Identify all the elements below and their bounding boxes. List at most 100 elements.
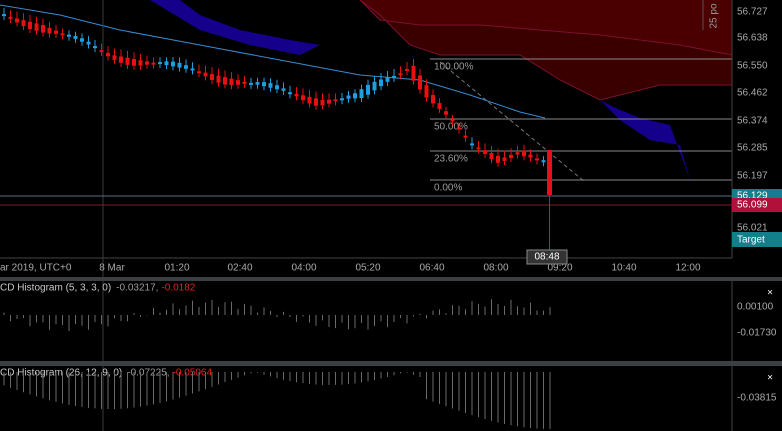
candle [392,75,396,78]
candle [28,21,32,29]
candle [372,81,377,91]
candle [223,77,227,85]
scale-label: 25 po [709,3,720,28]
candle [450,119,455,122]
candle [385,77,390,82]
candle [229,78,234,86]
candle [307,96,312,104]
fib-label: 0.00% [434,183,462,194]
panel-separator [0,361,782,366]
candle [177,62,182,68]
candle [398,73,403,76]
time-label: 8 Mar [99,263,125,274]
price-label: 56.197 [737,171,768,182]
price-label: 56.462 [737,88,768,99]
candle [528,154,533,158]
price-label: 56.021 [737,223,768,234]
indicator-name: CD Histogram (5, 3, 3, 0) [0,283,111,294]
candle [515,152,520,155]
bid-label: 56.129 [737,191,768,202]
candle [405,68,409,71]
candle [34,23,39,31]
candle [457,127,461,130]
fib-label: 50.00% [434,122,468,133]
candle [522,150,526,157]
candle [119,56,123,63]
time-label: ar 2019, UTC+0 [0,263,72,274]
cloud-blue [150,0,320,55]
time-label: 06:40 [419,263,444,274]
candle [496,155,500,163]
ask-label: 56.099 [737,200,768,211]
cloud-red [0,0,732,55]
candle [86,41,91,45]
candle [535,158,539,161]
close-button[interactable]: × [767,373,773,384]
target-badge [732,232,782,247]
axis-label: -0.03815 [737,393,777,404]
panel-separator [0,277,782,281]
candle [424,85,429,98]
candle [476,147,481,150]
moving-average [0,4,546,119]
candle [54,30,58,34]
candle [346,95,351,99]
candle [93,46,97,49]
axis-label: -0.01730 [737,328,777,339]
fib-trend [439,61,586,183]
candle [236,80,240,85]
candles [2,7,552,250]
candle [262,82,266,87]
candle [21,20,26,27]
candle [288,92,292,95]
candle [15,18,19,23]
candle [190,68,195,71]
candle [366,84,370,95]
candle [275,85,279,90]
candle [41,25,45,33]
candle [379,79,383,87]
candle [67,34,71,37]
candle [203,72,208,77]
fib-label: 23.60% [434,154,468,165]
candle [340,98,344,101]
candle [437,103,442,109]
candle [210,74,214,80]
candle [73,35,78,39]
price-label: 56.374 [737,116,768,127]
candle [541,160,546,163]
time-label: 09:20 [547,263,572,274]
candle [184,65,188,69]
time-label: 02:40 [227,263,252,274]
indicator-name: CD Histogram (26, 12, 9, 0) [0,368,122,379]
fib-label: 100.00% [434,62,474,73]
candle [2,14,6,17]
candle [333,99,338,102]
price-label: 56.550 [737,61,768,72]
candle [327,99,331,104]
close-button[interactable]: × [767,288,773,299]
fibonacci: 100.00% 50.00% 23.60% 0.00% [430,58,732,194]
candle [547,150,552,195]
candle [268,83,273,88]
candle [60,33,65,36]
candle [431,95,435,104]
candle [294,93,299,97]
candle [132,58,136,66]
candle [138,60,143,66]
cursor-time-badge [526,249,568,265]
candle [125,57,130,65]
time-label: 08:00 [483,263,508,274]
price-label: 56.638 [737,33,768,44]
candle [509,154,513,159]
candle [411,65,416,81]
indicator-value: -0.03217, [116,283,158,294]
candle [197,71,201,74]
cloud-blue-2 [600,100,690,180]
candle [242,81,247,84]
candle [171,61,175,67]
candle [99,50,104,53]
candle [8,16,13,19]
cloud-red-lower [359,0,733,101]
